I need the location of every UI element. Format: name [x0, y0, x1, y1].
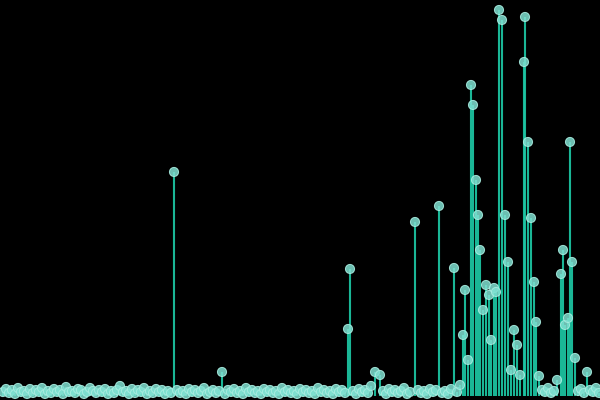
- stem-marker: [505, 364, 517, 376]
- stem-marker: [409, 216, 421, 228]
- stem-marker: [566, 256, 578, 268]
- stem-marker: [557, 244, 569, 256]
- stem-marker: [502, 256, 514, 268]
- stem-marker: [448, 262, 460, 274]
- stem-marker: [533, 370, 545, 382]
- stem-marker: [459, 284, 471, 296]
- stem-marker: [581, 366, 593, 378]
- stem-marker: [344, 263, 356, 275]
- stem-marker: [569, 352, 581, 364]
- stem-marker: [472, 209, 484, 221]
- stem-marker: [474, 244, 486, 256]
- stem-marker: [477, 304, 489, 316]
- stem-marker: [496, 14, 508, 26]
- stem-marker: [548, 385, 560, 397]
- stem-marker: [454, 379, 466, 391]
- stem-marker: [551, 374, 563, 386]
- stem-marker: [365, 380, 377, 392]
- stem-markers-group: [0, 4, 600, 400]
- stem-marker: [485, 334, 497, 346]
- stem-marker: [168, 166, 180, 178]
- stem-marker: [511, 339, 523, 351]
- stem-marker: [519, 11, 531, 23]
- stem-marker: [457, 329, 469, 341]
- stem-marker: [555, 268, 567, 280]
- stem-marker: [467, 99, 479, 111]
- stem-marker: [562, 312, 574, 324]
- stem-marker: [490, 286, 502, 298]
- stem-marker: [530, 316, 542, 328]
- stem-marker: [216, 366, 228, 378]
- stem-marker: [499, 209, 511, 221]
- stem-marker: [593, 387, 600, 399]
- stem-marker: [528, 276, 540, 288]
- stem-marker: [493, 4, 505, 16]
- stem-marker: [470, 174, 482, 186]
- stem-marker: [522, 136, 534, 148]
- stem-marker: [514, 369, 526, 381]
- stem-marker: [462, 354, 474, 366]
- stem-marker: [342, 323, 354, 335]
- stem-marker: [433, 200, 445, 212]
- stem-marker: [525, 212, 537, 224]
- stem-marker: [465, 79, 477, 91]
- stem-marker: [374, 369, 386, 381]
- stem-marker: [564, 136, 576, 148]
- stem-marker: [518, 56, 530, 68]
- stem-marker: [508, 324, 520, 336]
